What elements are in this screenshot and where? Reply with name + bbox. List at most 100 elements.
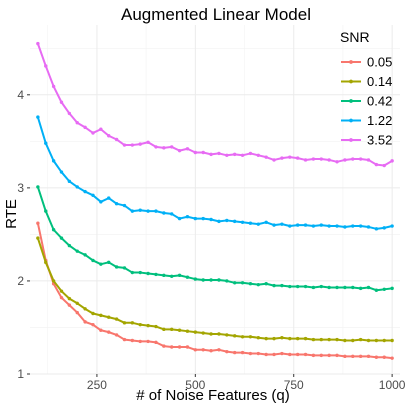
minor-gridlines <box>30 25 400 374</box>
data-point <box>201 348 205 352</box>
data-point <box>335 337 339 342</box>
data-point <box>288 336 292 341</box>
series-0.42 <box>36 185 394 292</box>
data-point <box>130 338 135 343</box>
data-point <box>122 321 127 325</box>
data-point <box>162 146 166 150</box>
y-tick-label: 4 <box>17 88 24 102</box>
data-point <box>351 157 355 161</box>
data-point <box>193 330 198 334</box>
data-point <box>248 282 253 286</box>
data-point <box>264 352 268 357</box>
data-point <box>146 339 150 344</box>
data-point <box>201 278 205 282</box>
data-point <box>390 159 394 163</box>
data-point <box>311 224 316 228</box>
data-point <box>390 338 394 343</box>
data-point <box>59 236 64 240</box>
data-point <box>91 322 95 327</box>
data-point <box>382 355 386 359</box>
data-point <box>209 278 213 282</box>
data-point <box>374 288 379 292</box>
data-point <box>185 147 190 151</box>
data-point <box>374 355 379 359</box>
data-point <box>44 260 48 265</box>
data-point <box>280 351 284 356</box>
data-point <box>232 281 237 285</box>
data-point <box>351 224 355 228</box>
data-point <box>295 223 300 227</box>
data-point <box>170 274 174 278</box>
data-point <box>217 219 221 224</box>
data-point <box>272 223 276 227</box>
data-point <box>91 311 95 316</box>
data-point <box>272 158 276 162</box>
data-point <box>138 339 142 344</box>
data-point <box>75 121 79 125</box>
data-point <box>256 351 260 356</box>
data-point <box>122 337 127 342</box>
legend-item: 3.52 <box>341 133 392 148</box>
data-point <box>83 189 87 194</box>
data-point <box>217 332 221 336</box>
data-point <box>311 353 316 358</box>
x-tick-label: 1000 <box>379 378 406 392</box>
data-point <box>67 296 72 301</box>
data-point <box>75 185 79 189</box>
data-point <box>99 328 103 332</box>
data-point <box>154 209 158 213</box>
data-point <box>170 145 174 149</box>
data-point <box>272 283 276 288</box>
x-tick-label: 500 <box>185 378 205 392</box>
data-point <box>91 131 95 135</box>
data-point <box>232 152 237 157</box>
data-point <box>319 157 323 161</box>
data-point <box>130 270 135 275</box>
legend-key-point <box>349 118 353 123</box>
data-point <box>335 160 339 164</box>
data-point <box>99 127 103 131</box>
data-point <box>303 223 308 227</box>
data-point <box>288 155 292 159</box>
data-point <box>91 193 95 198</box>
data-point <box>272 336 276 341</box>
data-point <box>185 345 190 349</box>
data-point <box>44 64 48 68</box>
data-point <box>51 228 56 232</box>
data-point <box>36 221 40 225</box>
data-point <box>335 353 339 358</box>
legend-key-point <box>349 60 353 64</box>
y-axis-title: RTE <box>3 199 20 229</box>
data-point <box>232 334 237 338</box>
data-point <box>343 225 347 229</box>
data-point <box>225 153 229 157</box>
plot-panel <box>30 25 400 375</box>
data-point <box>193 277 198 281</box>
data-point <box>319 284 323 289</box>
data-point <box>343 338 347 343</box>
data-point <box>107 134 111 138</box>
legend-key-point <box>349 138 353 142</box>
data-point <box>201 216 205 221</box>
data-point <box>154 145 158 149</box>
data-point <box>217 278 221 282</box>
data-point <box>264 336 268 341</box>
legend-key-point <box>349 99 353 103</box>
data-point <box>75 310 79 315</box>
data-point <box>99 262 103 266</box>
data-point <box>295 284 300 289</box>
data-point <box>280 222 284 226</box>
data-point <box>390 224 394 228</box>
data-point <box>138 322 142 327</box>
legend-label: 0.42 <box>367 94 392 109</box>
data-point <box>327 285 331 290</box>
data-point <box>114 137 119 142</box>
x-axis-title: # of Noise Features (q) <box>136 387 289 404</box>
data-point <box>154 324 158 329</box>
data-point <box>280 283 284 288</box>
data-point <box>256 336 260 340</box>
data-point <box>114 201 119 206</box>
data-point <box>382 163 386 168</box>
data-point <box>303 158 308 162</box>
